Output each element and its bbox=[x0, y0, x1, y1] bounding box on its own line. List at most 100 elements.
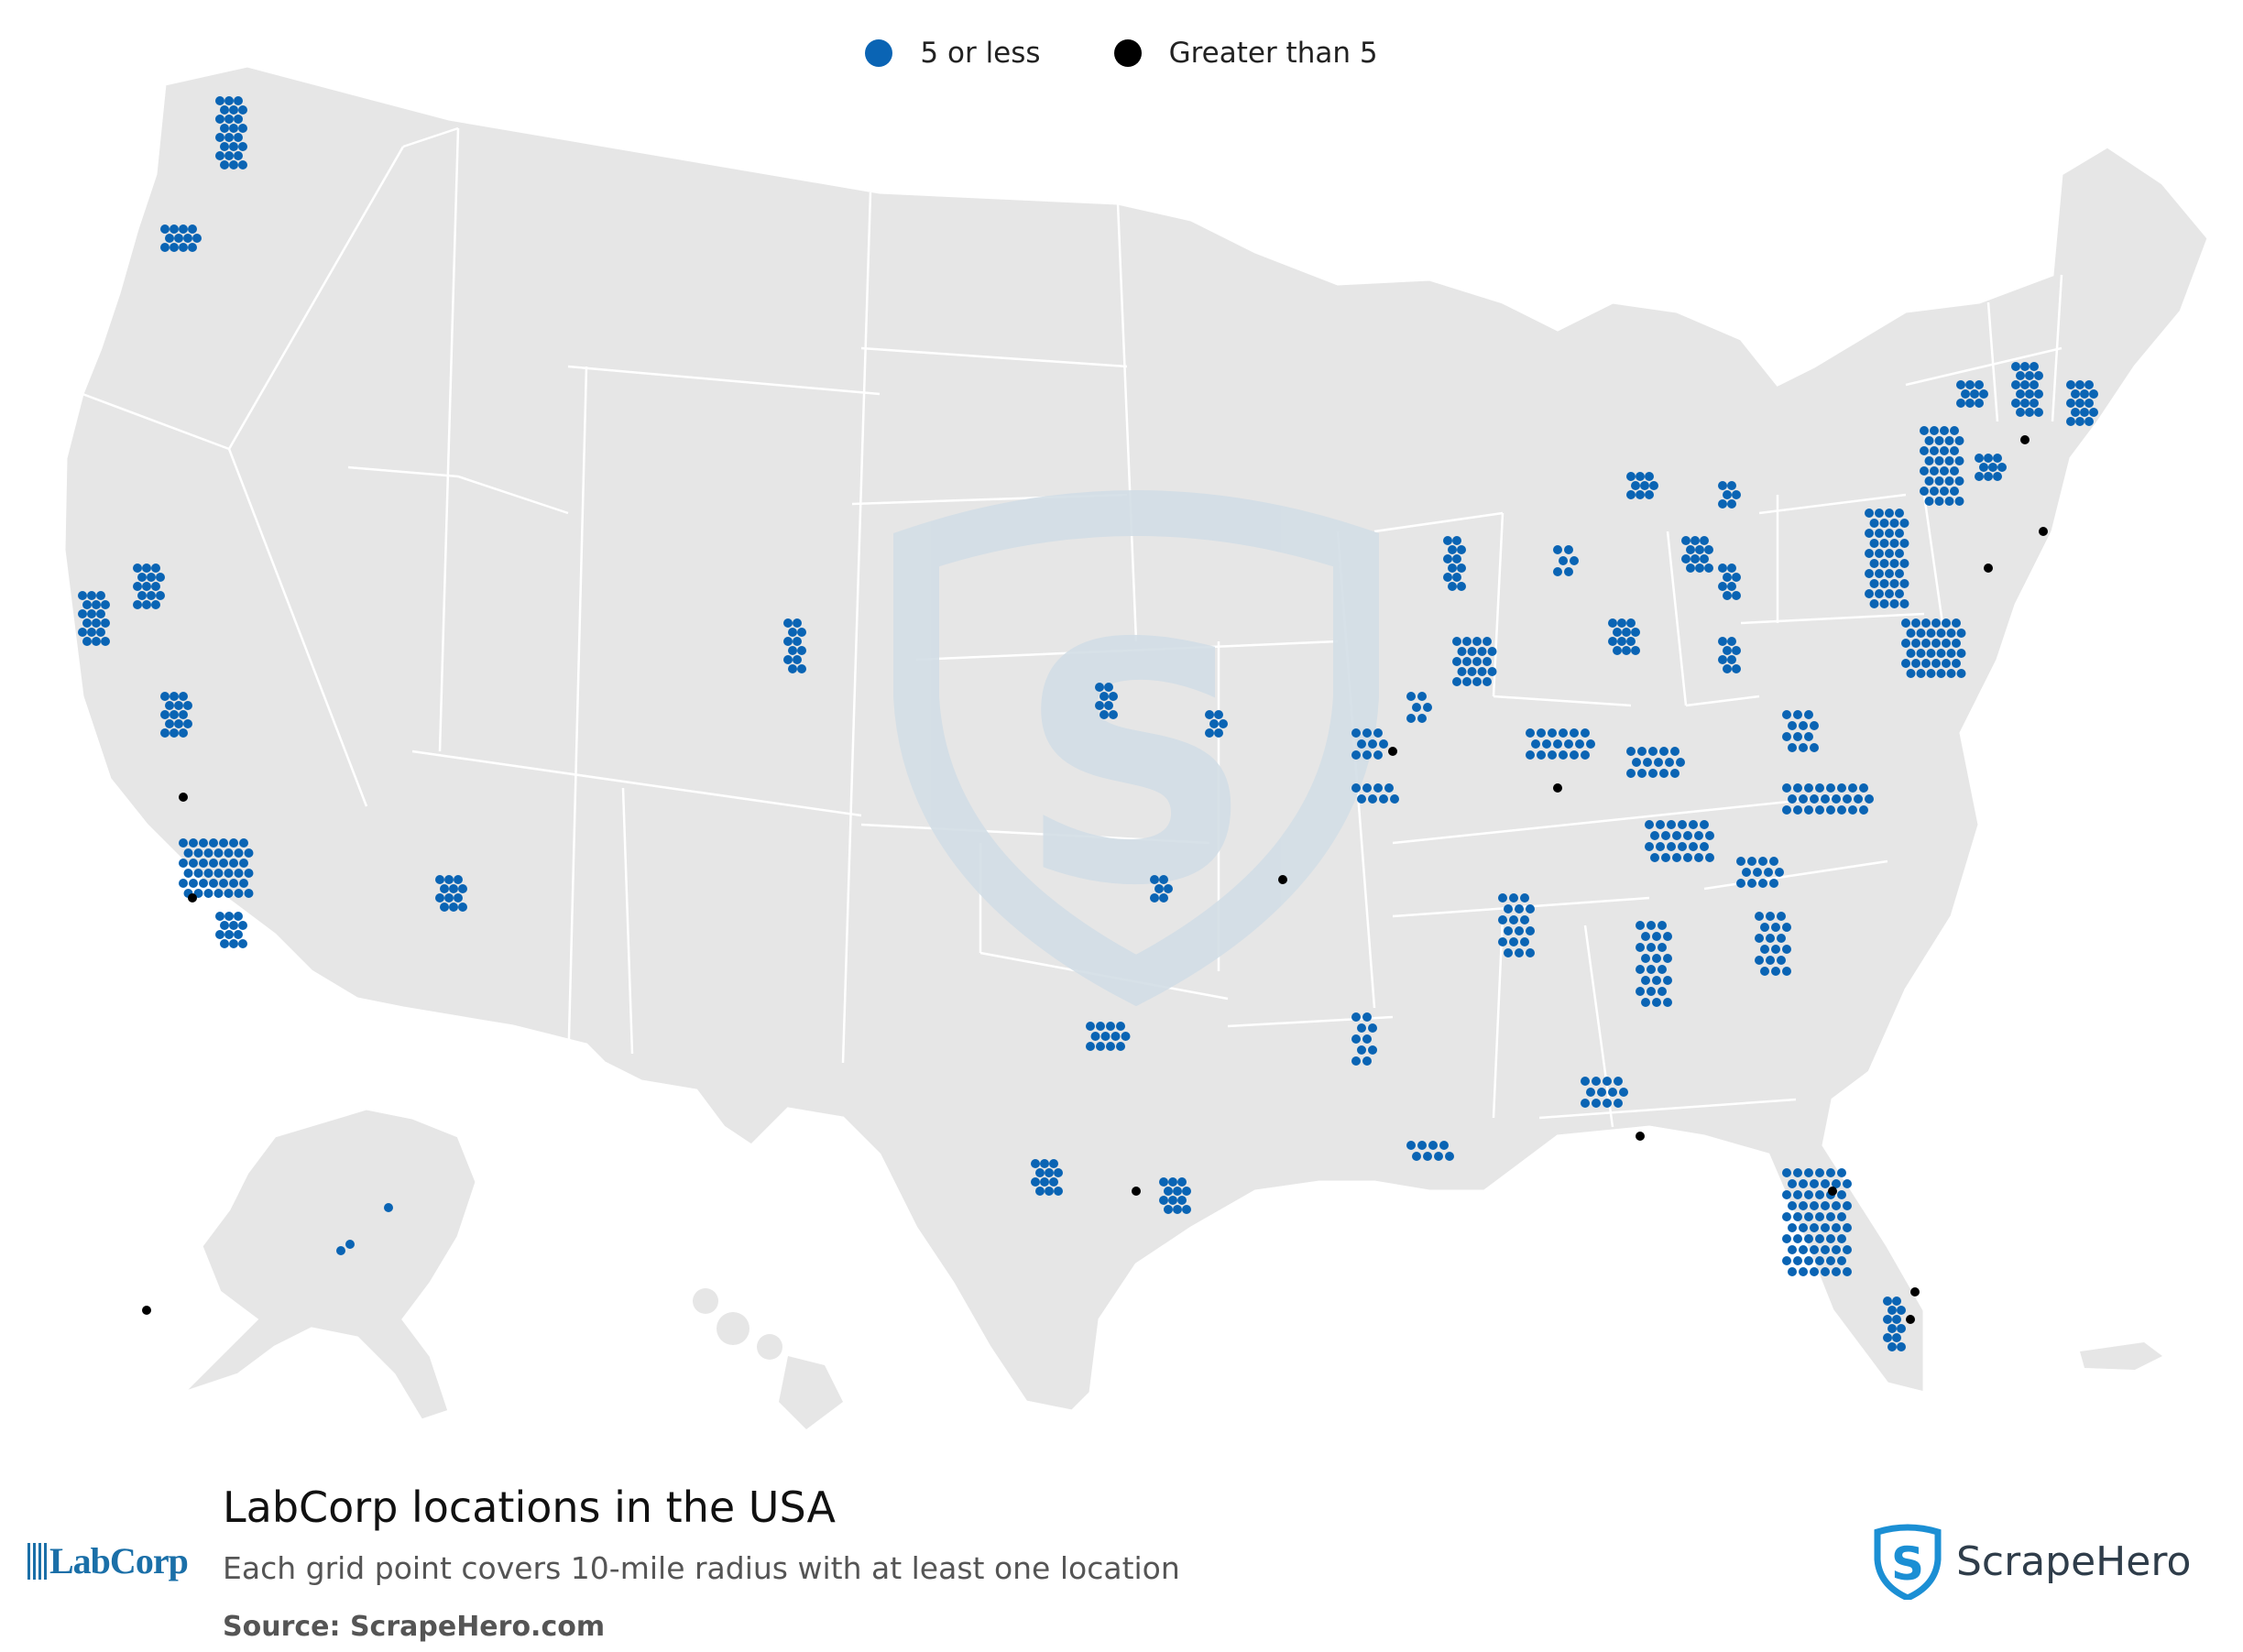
location-point bbox=[1782, 1168, 1791, 1177]
location-point bbox=[1357, 1023, 1366, 1033]
location-point bbox=[1592, 1077, 1601, 1086]
location-point bbox=[179, 879, 188, 888]
legend-label-large: Greater than 5 bbox=[1168, 37, 1378, 70]
location-point bbox=[224, 848, 234, 858]
location-point bbox=[1727, 637, 1736, 646]
location-point bbox=[151, 563, 160, 573]
location-point bbox=[1782, 1212, 1791, 1221]
location-point bbox=[203, 869, 213, 878]
location-point bbox=[183, 869, 193, 878]
location-point bbox=[1869, 519, 1879, 528]
location-point bbox=[440, 903, 449, 912]
location-point bbox=[170, 692, 179, 701]
location-point bbox=[133, 600, 142, 609]
location-point bbox=[1614, 1099, 1623, 1108]
location-point bbox=[788, 628, 797, 637]
location-point bbox=[1553, 567, 1562, 576]
location-point bbox=[1645, 820, 1654, 829]
location-point bbox=[1663, 954, 1672, 963]
location-point bbox=[1116, 1042, 1125, 1051]
location-point bbox=[1622, 628, 1631, 637]
location-point bbox=[1637, 747, 1647, 756]
location-point bbox=[1895, 529, 1904, 538]
location-point bbox=[1837, 1256, 1846, 1265]
location-point bbox=[1788, 1245, 1797, 1254]
location-point bbox=[1586, 739, 1595, 749]
location-point bbox=[1771, 967, 1780, 976]
location-point bbox=[1648, 747, 1658, 756]
location-point bbox=[1661, 831, 1670, 840]
svg-text:S: S bbox=[1017, 574, 1254, 957]
location-point bbox=[1727, 582, 1736, 591]
location-point bbox=[1643, 758, 1652, 767]
location-point bbox=[1368, 794, 1377, 804]
location-point bbox=[82, 637, 92, 646]
location-point bbox=[1351, 750, 1361, 760]
location-point bbox=[1920, 446, 1929, 455]
location-point bbox=[179, 859, 188, 868]
location-point bbox=[1645, 842, 1654, 851]
location-point bbox=[458, 903, 467, 912]
location-point bbox=[1895, 589, 1904, 598]
location-point bbox=[1799, 1223, 1808, 1232]
location-point bbox=[2080, 389, 2089, 399]
location-point bbox=[142, 563, 151, 573]
location-point bbox=[1483, 637, 1492, 646]
location-point bbox=[1930, 487, 1939, 496]
location-point bbox=[1443, 536, 1452, 545]
location-point bbox=[1100, 1032, 1111, 1041]
location-point bbox=[1045, 1168, 1054, 1177]
location-point bbox=[2030, 399, 2039, 408]
location-point bbox=[239, 838, 248, 848]
location-point bbox=[1570, 556, 1579, 565]
location-point bbox=[1895, 549, 1904, 558]
location-point bbox=[1742, 868, 1751, 877]
location-point bbox=[1035, 1168, 1045, 1177]
location-point bbox=[1700, 842, 1709, 851]
location-point bbox=[1040, 1159, 1049, 1168]
location-point bbox=[1658, 965, 1667, 974]
location-point bbox=[2011, 380, 2020, 389]
location-point bbox=[1104, 683, 1113, 692]
location-point bbox=[1452, 637, 1461, 646]
location-point bbox=[1934, 497, 1944, 506]
location-point bbox=[170, 728, 179, 738]
location-point bbox=[1182, 1205, 1191, 1214]
location-point bbox=[2084, 417, 2094, 426]
location-point bbox=[1581, 1077, 1590, 1086]
location-point bbox=[1936, 629, 1946, 638]
map-subtitle: Each grid point covers 10-mile radius wi… bbox=[223, 1550, 1180, 1586]
location-point bbox=[1944, 497, 1954, 506]
location-point bbox=[1788, 1201, 1797, 1210]
contiguous-us-landmass bbox=[62, 64, 2210, 1413]
location-point bbox=[1597, 1088, 1606, 1097]
location-point bbox=[1031, 1177, 1040, 1187]
location-point bbox=[1793, 1234, 1802, 1243]
location-point bbox=[1965, 380, 1975, 389]
location-point bbox=[1854, 794, 1863, 804]
location-point bbox=[1942, 639, 1951, 648]
location-point bbox=[82, 600, 92, 609]
location-point bbox=[788, 664, 797, 673]
location-point bbox=[1095, 701, 1104, 710]
location-point bbox=[179, 692, 188, 701]
location-point bbox=[1121, 1032, 1131, 1041]
location-point bbox=[1132, 1187, 1141, 1196]
location-point bbox=[234, 115, 243, 124]
location-point bbox=[2011, 362, 2020, 371]
location-point bbox=[1678, 842, 1687, 851]
location-point bbox=[1723, 573, 1732, 582]
location-point bbox=[234, 869, 244, 878]
location-point bbox=[1906, 1315, 1915, 1324]
location-point bbox=[1961, 389, 1970, 399]
location-point bbox=[1626, 769, 1636, 778]
location-point bbox=[1689, 820, 1698, 829]
location-point bbox=[1901, 659, 1910, 668]
location-point bbox=[1911, 618, 1920, 628]
location-point bbox=[1788, 721, 1797, 730]
location-point bbox=[183, 848, 193, 858]
location-point bbox=[1771, 945, 1780, 954]
location-point bbox=[96, 591, 105, 600]
location-point bbox=[1443, 554, 1452, 563]
location-point bbox=[234, 930, 243, 939]
